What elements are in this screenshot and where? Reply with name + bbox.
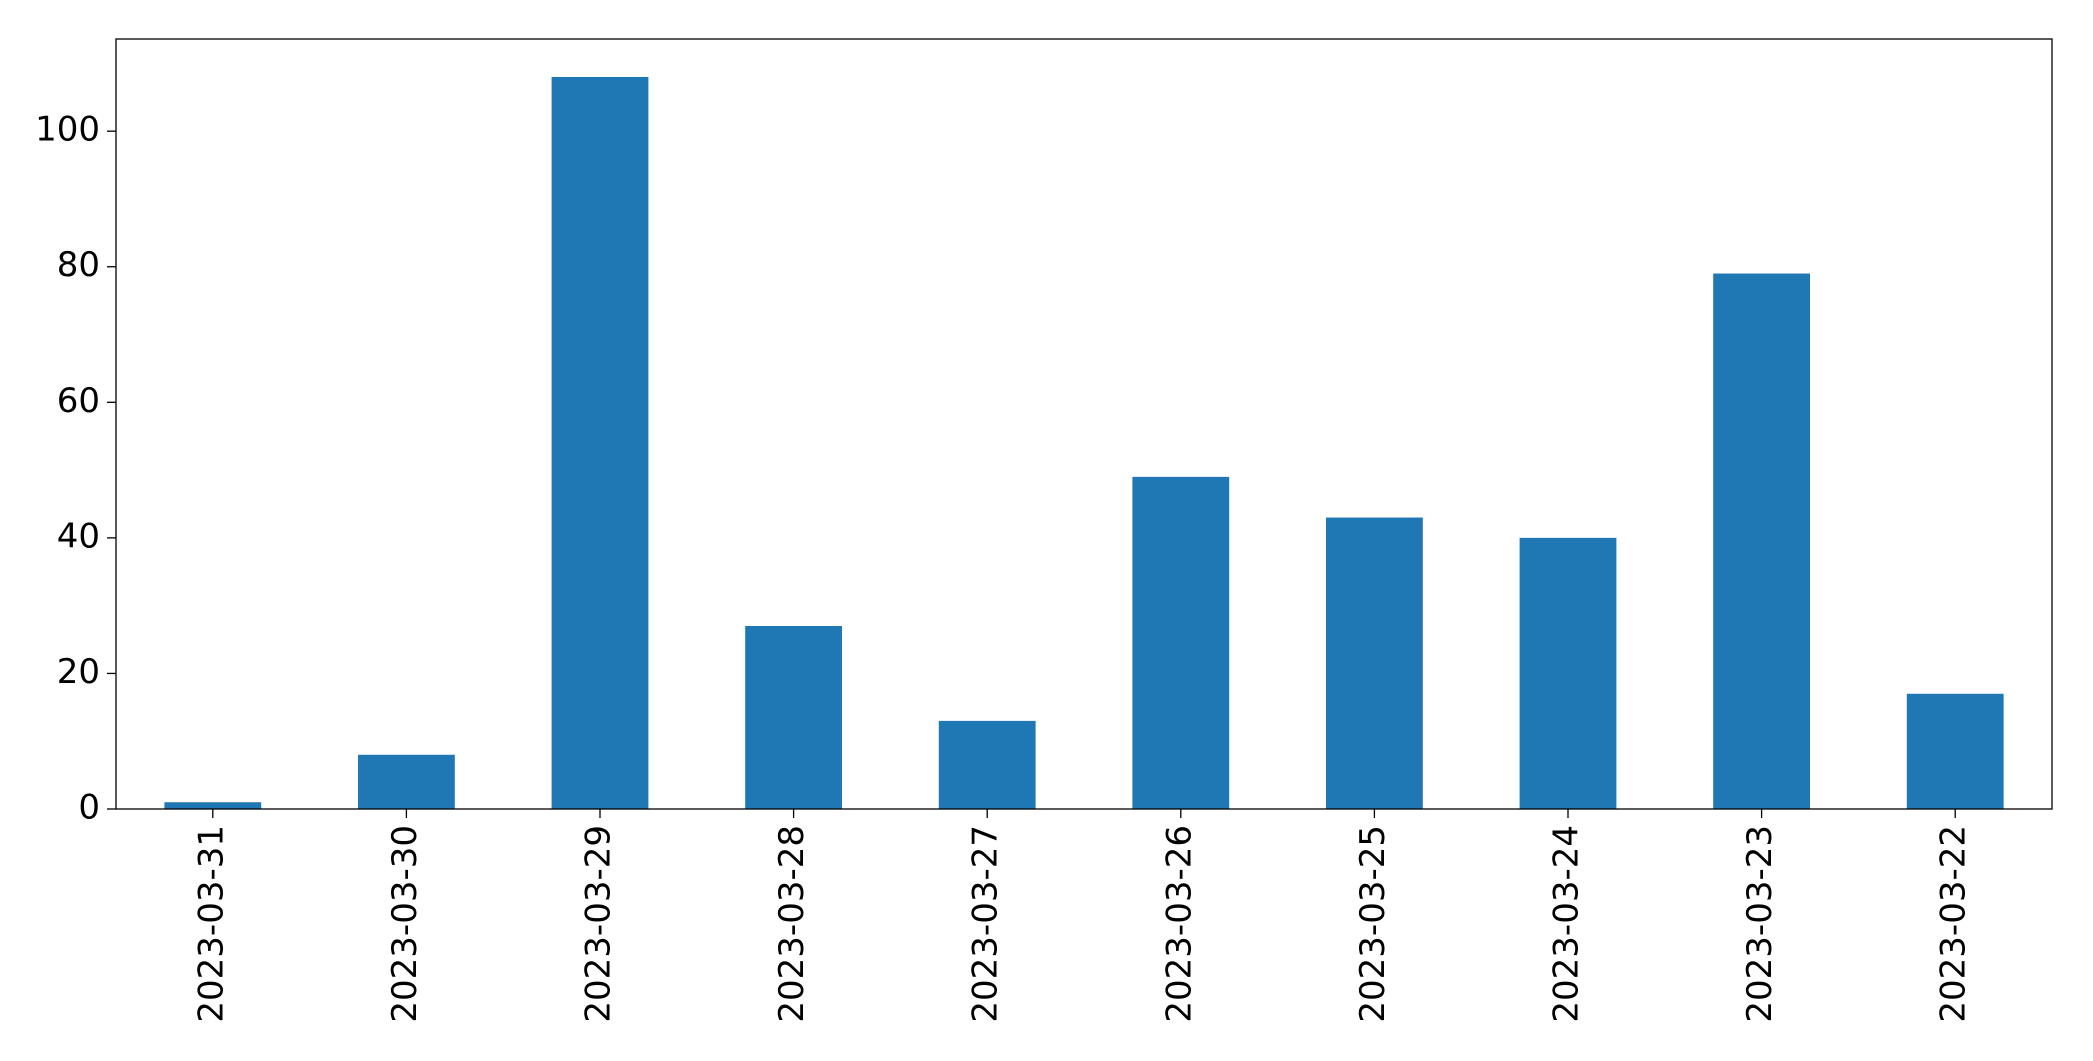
x-tick-label: 2023-03-31 [191,825,231,1023]
bar [1713,273,1810,809]
y-tick-label: 20 [57,652,100,692]
x-tick-label: 2023-03-29 [579,825,619,1023]
bar [938,720,1036,809]
bar [551,76,649,809]
y-tick-label: 80 [57,245,100,285]
bar [745,625,842,809]
y-tick-label: 0 [78,788,100,828]
bar [1326,517,1423,809]
plot-frame [115,38,2053,810]
bar [1132,476,1230,809]
bar [164,802,262,809]
x-tick-label: 2023-03-25 [1353,825,1393,1023]
bar [1519,537,1617,809]
x-tick-label: 2023-03-24 [1547,825,1587,1023]
y-tick-label: 100 [35,110,100,150]
y-tick-label: 60 [57,381,100,421]
x-tick-label: 2023-03-26 [1159,825,1199,1023]
bar [358,754,455,809]
x-tick-label: 2023-03-28 [772,825,812,1023]
x-tick-label: 2023-03-30 [385,825,425,1023]
y-tick-label: 40 [57,516,100,556]
x-tick-label: 2023-03-23 [1740,825,1780,1023]
x-tick-label: 2023-03-27 [966,825,1006,1023]
bar [1906,693,2004,809]
x-tick-label: 2023-03-22 [1934,825,1974,1023]
